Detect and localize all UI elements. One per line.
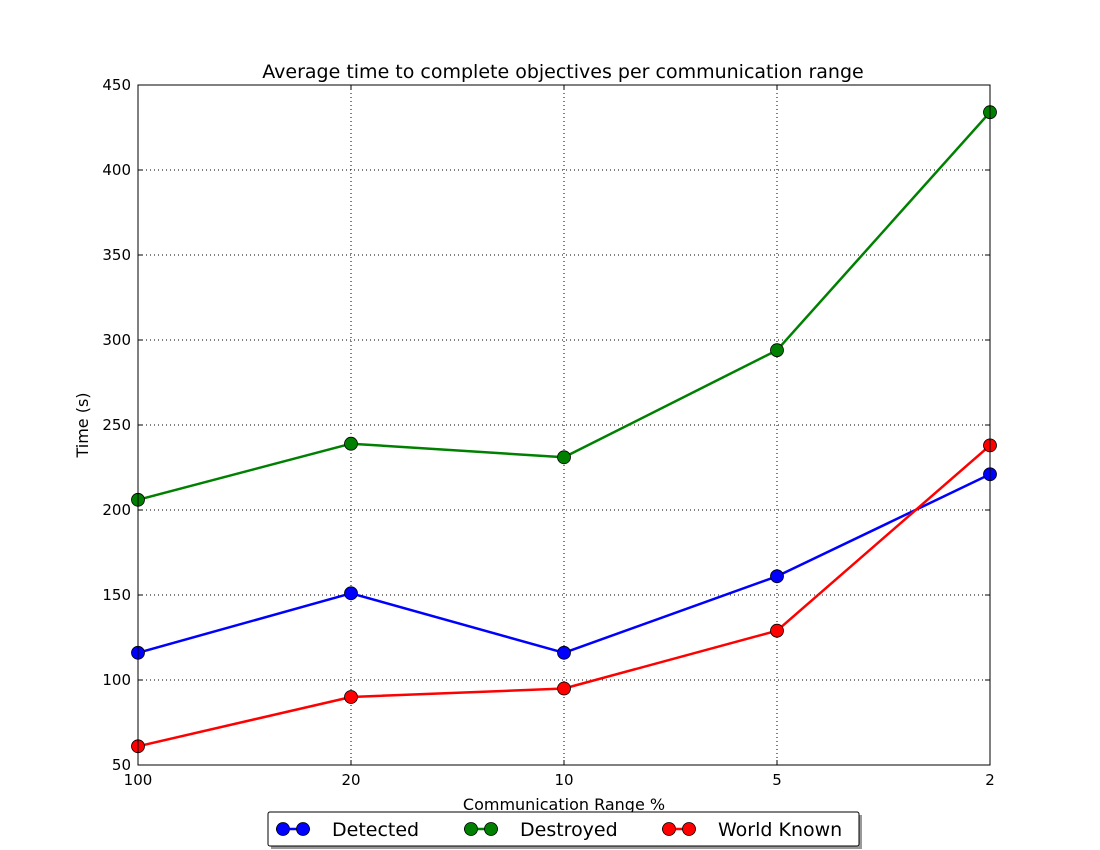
y-tick-label: 200 <box>102 501 131 519</box>
x-tick-label: 2 <box>985 771 995 789</box>
series-layer <box>131 105 997 754</box>
data-point-detected <box>770 569 784 584</box>
data-point-world-known <box>344 690 358 704</box>
y-tick-label: 400 <box>102 161 131 179</box>
y-tick-label: 300 <box>102 331 131 349</box>
legend-item-world-known: World Known <box>662 819 842 841</box>
x-tick-label: 5 <box>772 771 782 789</box>
legend-label-destroyed: Destroyed <box>520 819 618 841</box>
x-tick-label: 100 <box>124 771 153 789</box>
data-point-detected <box>344 586 358 601</box>
series-world-known <box>131 438 997 754</box>
y-tick-label: 450 <box>102 76 131 94</box>
series-detected <box>131 467 997 660</box>
legend-label-world-known: World Known <box>718 819 842 841</box>
legend-marker-world-known <box>682 822 696 836</box>
plot-frame <box>137 84 991 766</box>
legend-marker-world-known <box>662 822 676 836</box>
data-point-destroyed <box>344 436 358 451</box>
x-axis-title: Communication Range % <box>463 795 665 814</box>
legend: Detected Destroyed World Known <box>267 811 862 849</box>
data-point-detected <box>557 645 571 660</box>
data-point-destroyed <box>770 343 784 358</box>
legend-item-detected: Detected <box>276 819 419 841</box>
legend-frame <box>267 811 860 847</box>
legend-marker-detected <box>296 822 310 836</box>
data-point-world-known <box>557 681 571 696</box>
legend-marker-destroyed <box>464 822 478 836</box>
y-tick-label: 350 <box>102 246 131 264</box>
legend-marker-destroyed <box>484 822 498 836</box>
x-tick-label: 20 <box>341 771 360 789</box>
y-tick-label: 100 <box>102 671 131 689</box>
x-tick-label: 10 <box>554 771 573 789</box>
chart-title: Average time to complete objectives per … <box>262 61 863 83</box>
legend-marker-detected <box>276 822 290 836</box>
data-point-world-known <box>770 623 784 638</box>
legend-label-detected: Detected <box>332 819 419 841</box>
grid-layer <box>138 85 990 765</box>
y-axis-title: Time (s) <box>73 392 92 458</box>
y-tick-label: 150 <box>102 586 131 604</box>
y-tick-label: 50 <box>112 756 131 774</box>
y-tick-label: 250 <box>102 416 131 434</box>
data-point-destroyed <box>557 450 571 465</box>
legend-item-destroyed: Destroyed <box>464 819 618 841</box>
